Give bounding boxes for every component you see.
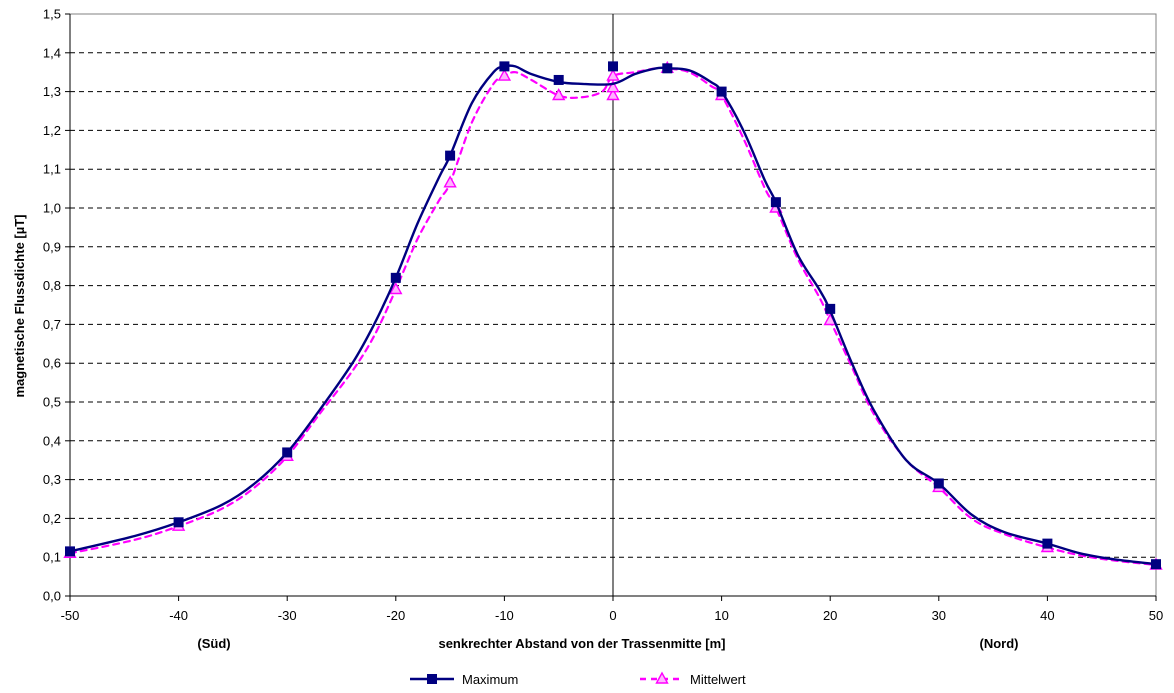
- y-tick-label-11: 1,1: [43, 162, 61, 177]
- series-line-maximum: [68, 64, 1158, 566]
- data-point-maximum-7: [608, 61, 618, 72]
- direction-label-north: (Nord): [980, 636, 1019, 651]
- x-tick-label-10: 50: [1149, 608, 1163, 623]
- y-tick-label-3: 0,3: [43, 472, 61, 487]
- legend-marker-mittelwert: [655, 671, 669, 684]
- data-point-mittelwert-6: [552, 88, 566, 101]
- data-point-maximum-4: [445, 150, 456, 161]
- legend-marker-maximum: [427, 674, 437, 684]
- data-point-maximum-13: [1042, 538, 1053, 549]
- data-point-maximum-0: [65, 546, 75, 557]
- y-tick-label-9: 0,9: [43, 239, 61, 254]
- y-tick-label-4: 0,4: [43, 433, 61, 448]
- x-tick-label-1: -40: [169, 608, 188, 623]
- y-tick-label-14: 1,4: [43, 45, 61, 60]
- y-tick-label-6: 0,6: [43, 356, 61, 371]
- legend: Maximum Mittelwert: [410, 671, 746, 687]
- data-point-maximum-10: [770, 197, 781, 208]
- legend-item-maximum: Maximum: [410, 672, 518, 687]
- data-point-maximum-1: [173, 517, 184, 528]
- data-point-mittelwert-5: [497, 68, 512, 81]
- data-point-maximum-12: [933, 478, 944, 489]
- x-tick-label-9: 40: [1040, 608, 1054, 623]
- series-maximum: [65, 61, 1161, 570]
- y-tick-label-1: 0,1: [43, 550, 61, 565]
- data-point-maximum-8: [662, 63, 673, 74]
- data-point-mittelwert-3: [389, 282, 403, 295]
- x-axis-title: senkrechter Abstand von der Trassenmitte…: [438, 636, 725, 651]
- tick-labels: 0,0 0,1 0,2 0,3 0,4 0,5 0,6 0,7 0,8 0,9 1,0 1,1 1,2 1…: [43, 7, 1163, 624]
- y-tick-label-10: 1,0: [43, 201, 61, 216]
- y-tick-label-15: 1,5: [43, 7, 61, 22]
- direction-label-south: (Süd): [197, 636, 230, 651]
- x-tick-label-0: -50: [61, 608, 80, 623]
- data-point-mittelwert-7: [606, 88, 620, 101]
- y-tick-label-8: 0,8: [43, 278, 61, 293]
- x-tick-label-4: -10: [495, 608, 514, 623]
- y-tick-label-7: 0,7: [43, 317, 61, 332]
- y-axis-title: magnetische Flussdichte [µT]: [12, 214, 27, 397]
- legend-label-mittelwert: Mittelwert: [690, 672, 746, 687]
- y-tick-label-12: 1,2: [43, 123, 61, 138]
- axes: [65, 13, 1157, 601]
- y-tick-label-5: 0,5: [43, 395, 61, 410]
- data-point-maximum-3: [390, 272, 401, 283]
- x-tick-label-6: 10: [714, 608, 728, 623]
- x-tick-label-2: -30: [278, 608, 297, 623]
- data-point-maximum-14: [1151, 559, 1161, 570]
- legend-label-maximum: Maximum: [462, 672, 518, 687]
- y-tick-label-13: 1,3: [43, 84, 61, 99]
- data-point-maximum-6: [553, 74, 564, 85]
- data-point-maximum-9: [716, 86, 727, 97]
- data-point-mittelwert-4: [443, 175, 457, 188]
- legend-item-mittelwert: Mittelwert: [640, 671, 746, 687]
- data-point-maximum-5: [499, 61, 510, 72]
- x-tick-label-7: 20: [823, 608, 837, 623]
- x-tick-label-3: -20: [386, 608, 405, 623]
- x-tick-label-8: 30: [932, 608, 946, 623]
- data-point-mittelwert-9: [606, 68, 620, 81]
- y-tick-label-0: 0,0: [43, 589, 61, 604]
- y-tick-label-2: 0,2: [43, 511, 61, 526]
- x-tick-label-5: 0: [609, 608, 616, 623]
- data-point-maximum-11: [825, 303, 836, 314]
- series-layer: [63, 60, 1163, 570]
- data-point-maximum-2: [282, 447, 293, 458]
- data-point-mittelwert-8: [606, 80, 620, 93]
